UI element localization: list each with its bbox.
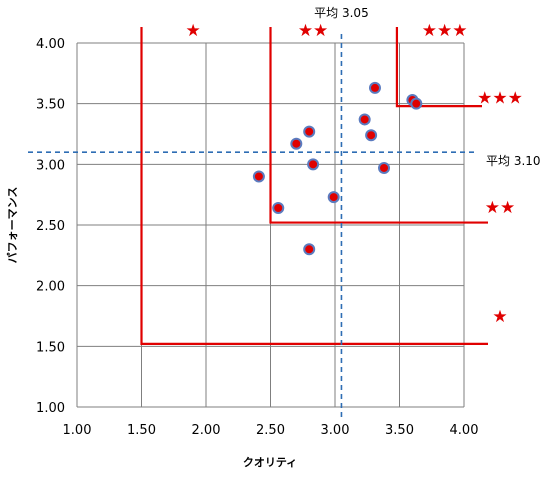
data-point (307, 158, 320, 171)
tick-labels: 1.00 1.50 2.00 2.50 3.00 3.50 4.00 1.00 1.50 2.00… (36, 37, 478, 438)
y-tick-label: 1.00 (36, 401, 65, 416)
y-tick-label: 2.50 (36, 219, 65, 234)
mean-lines: 平均 3.05 平均 3.10 (28, 6, 541, 418)
data-point (272, 202, 285, 215)
mean-y-label: 平均 3.10 (486, 154, 541, 168)
data-point (368, 81, 381, 94)
data-point (303, 125, 316, 138)
x-tick-label: 3.50 (385, 423, 414, 438)
x-tick-label: 2.00 (192, 423, 221, 438)
y-tick-label: 2.00 (36, 280, 65, 295)
x-tick-label: 2.50 (256, 423, 285, 438)
data-point (358, 113, 371, 126)
y-tick-label: 3.50 (36, 98, 65, 113)
data-point (365, 129, 378, 142)
x-tick-label: 1.00 (63, 423, 92, 438)
data-point (327, 191, 340, 204)
zone-lines (140, 27, 488, 346)
y-axis-title: パフォーマンス (6, 187, 19, 264)
y-tick-label: 1.50 (36, 340, 65, 355)
x-tick-label: 1.50 (127, 423, 156, 438)
data-point (252, 170, 265, 183)
data-point (290, 137, 303, 150)
x-tick-label: 4.00 (450, 423, 479, 438)
star-labels: ★ ★★ ★★★★★★★★★ (185, 21, 522, 327)
data-points (252, 81, 423, 256)
x-axis-title: クオリティ (243, 456, 297, 469)
y-tick-label: 4.00 (36, 37, 65, 52)
zone-line (395, 27, 482, 108)
x-zone-star-label: ★★ (298, 21, 328, 41)
data-point (378, 161, 391, 174)
y-zone-star-label: ★★★ (477, 89, 523, 109)
zone-line (140, 27, 488, 346)
mean-x-label: 平均 3.05 (314, 6, 369, 20)
y-zone-star-label: ★★ (485, 198, 515, 218)
y-tick-label: 3.00 (36, 158, 65, 173)
data-point (410, 97, 423, 110)
x-zone-star-label: ★ (185, 21, 200, 41)
x-zone-star-label: ★★★ (422, 21, 468, 41)
data-point (303, 243, 316, 256)
y-zone-star-label: ★ (492, 307, 507, 327)
x-tick-label: 3.00 (321, 423, 350, 438)
zone-line (269, 27, 488, 224)
